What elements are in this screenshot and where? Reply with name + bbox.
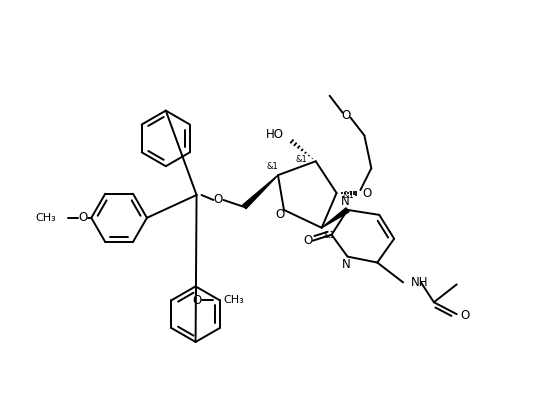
Polygon shape bbox=[322, 208, 349, 228]
Text: O: O bbox=[79, 211, 88, 224]
Text: HO: HO bbox=[266, 128, 284, 141]
Text: O: O bbox=[214, 193, 223, 206]
Text: O: O bbox=[362, 187, 371, 200]
Text: O: O bbox=[192, 294, 201, 307]
Text: O: O bbox=[342, 109, 351, 122]
Text: &1: &1 bbox=[266, 162, 278, 171]
Text: &1: &1 bbox=[296, 155, 307, 164]
Text: &1: &1 bbox=[343, 191, 354, 200]
Text: NH: NH bbox=[411, 276, 428, 289]
Text: &1: &1 bbox=[323, 231, 336, 240]
Text: O: O bbox=[275, 208, 285, 221]
Polygon shape bbox=[242, 175, 278, 209]
Text: N: N bbox=[342, 258, 351, 271]
Text: O: O bbox=[461, 309, 470, 321]
Text: N: N bbox=[341, 195, 350, 208]
Text: O: O bbox=[303, 234, 312, 247]
Text: CH₃: CH₃ bbox=[36, 213, 56, 223]
Text: CH₃: CH₃ bbox=[224, 295, 244, 305]
